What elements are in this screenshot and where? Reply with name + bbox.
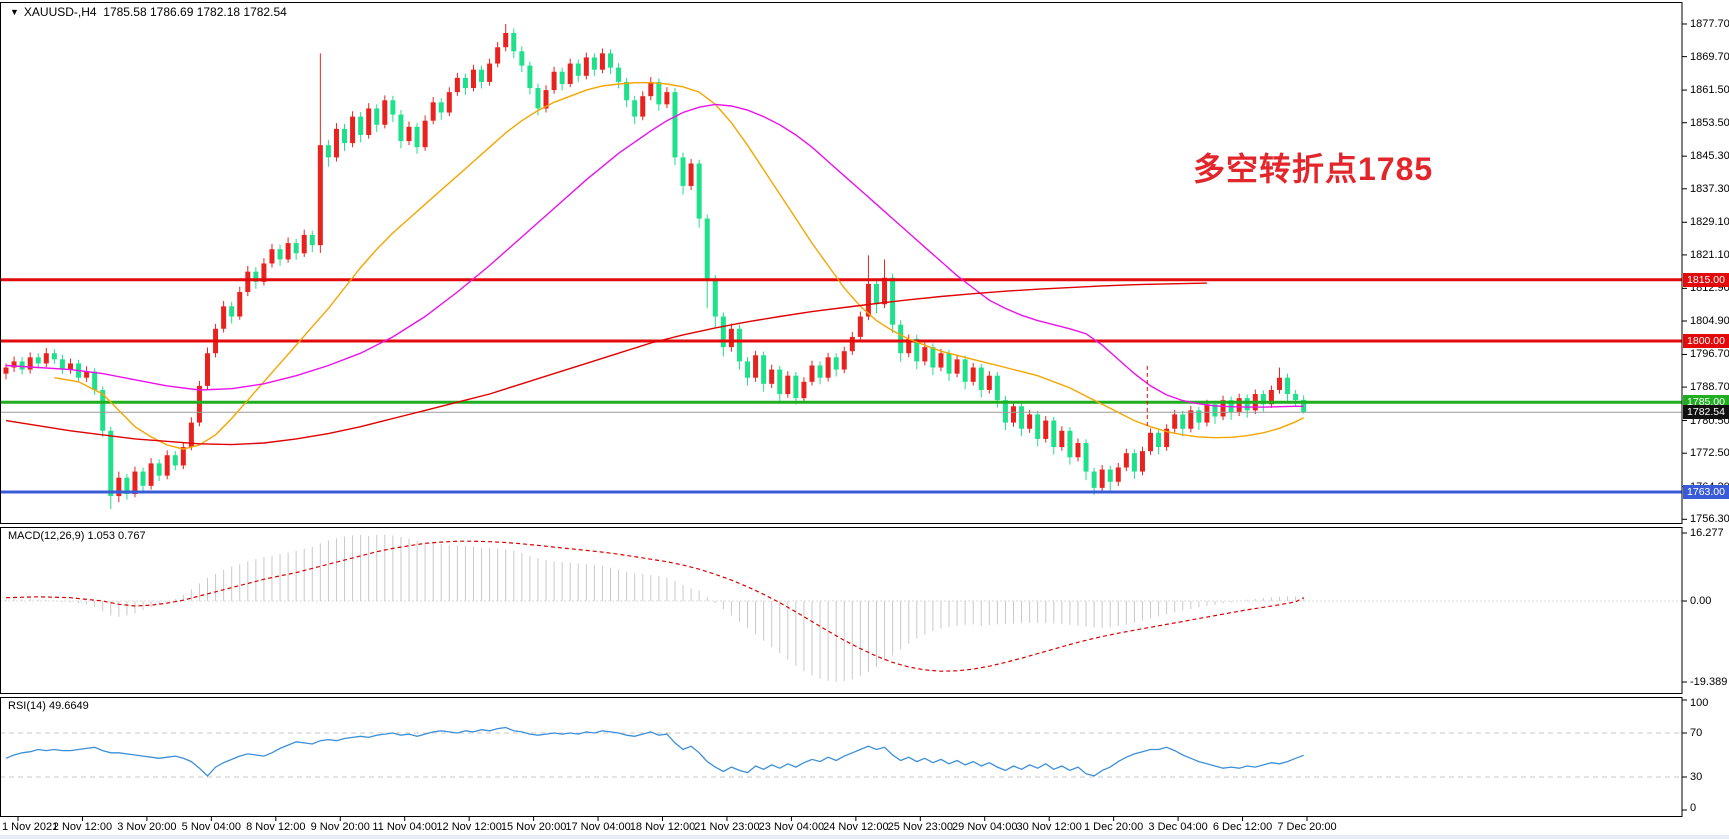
price-tick-label: 1804.90 xyxy=(1690,315,1729,327)
main-chart-panel[interactable] xyxy=(0,2,1682,523)
macd-tick-label: 0.00 xyxy=(1690,595,1712,607)
time-axis-label: 23 Nov 04:00 xyxy=(758,821,825,833)
time-axis-label: 21 Nov 23:00 xyxy=(694,821,760,833)
price-tick-label: 1853.50 xyxy=(1690,116,1729,129)
time-axis-label: 2 Nov 12:00 xyxy=(52,821,113,833)
price-tick-label: 1877.70 xyxy=(1690,17,1729,30)
rsi-tick-label: 100 xyxy=(1690,697,1709,709)
time-axis-label: 5 Nov 04:00 xyxy=(181,821,242,833)
chart-annotation: 多空转折点1785 xyxy=(1193,151,1434,187)
time-axis-label: 6 Dec 12:00 xyxy=(1212,821,1273,833)
time-axis-label: 12 Nov 12:00 xyxy=(436,821,502,833)
time-axis-label: 9 Nov 20:00 xyxy=(310,821,370,833)
time-axis-label: 3 Dec 04:00 xyxy=(1148,821,1208,833)
rsi-tick-label: 70 xyxy=(1690,727,1703,739)
price-tick-label: 1829.10 xyxy=(1690,216,1729,229)
price-tick-label: 1837.30 xyxy=(1690,182,1729,195)
time-axis-label: 1 Nov 2021 xyxy=(2,821,59,833)
macd-tick-label: 16.277 xyxy=(1690,527,1724,539)
price-level-badge: 1800.00 xyxy=(1683,334,1729,348)
rsi-panel[interactable] xyxy=(0,697,1682,816)
chart-collapse-icon[interactable]: ▼ xyxy=(10,7,19,17)
macd-panel[interactable] xyxy=(0,527,1682,693)
price-tick-label: 1756.30 xyxy=(1690,513,1729,526)
price-level-badge: 1763.00 xyxy=(1683,484,1729,499)
symbol-period-label: XAUUSD-,H4 xyxy=(23,5,97,19)
time-axis-label: 11 Nov 04:00 xyxy=(372,821,437,833)
price-tick-label: 1772.50 xyxy=(1690,447,1729,460)
price-level-badge: 1782.54 xyxy=(1683,405,1729,420)
ohlc-values: 1785.58 1786.69 1782.18 1782.54 xyxy=(103,5,287,19)
price-tick-label: 1788.70 xyxy=(1690,381,1729,394)
time-axis-label: 17 Nov 04:00 xyxy=(565,821,631,833)
rsi-indicator-label: RSI(14) 49.6649 xyxy=(8,700,89,712)
time-axis-label: 24 Nov 12:00 xyxy=(823,821,889,833)
price-tick-label: 1861.50 xyxy=(1690,84,1729,97)
time-axis-label: 8 Nov 12:00 xyxy=(246,821,306,833)
rsi-tick-label: 0 xyxy=(1690,802,1697,814)
price-tick-label: 1821.10 xyxy=(1690,248,1729,261)
time-axis-label: 1 Dec 20:00 xyxy=(1083,821,1144,833)
price-tick-label: 1796.70 xyxy=(1690,348,1729,361)
macd-tick-label: -19.389 xyxy=(1690,676,1728,689)
rsi-tick-label: 30 xyxy=(1690,771,1703,783)
time-axis-label: 3 Nov 20:00 xyxy=(117,821,177,833)
price-level-badge: 1815.00 xyxy=(1683,272,1729,287)
price-tick-label: 1869.70 xyxy=(1690,50,1729,63)
macd-indicator-label: MACD(12,26,9) 1.053 0.767 xyxy=(8,530,146,542)
time-axis-label: 15 Nov 20:00 xyxy=(500,821,567,833)
price-tick-label: 1845.30 xyxy=(1690,150,1729,163)
time-axis-label: 30 Nov 12:00 xyxy=(1016,821,1082,833)
time-axis-label: 18 Nov 12:00 xyxy=(629,821,696,833)
time-axis-label: 25 Nov 23:00 xyxy=(887,821,954,833)
time-axis-label: 7 Dec 20:00 xyxy=(1277,821,1337,833)
bottom-strip xyxy=(0,835,1729,839)
time-axis-label: 29 Nov 04:00 xyxy=(952,821,1018,833)
chart-title: ▼ XAUUSD-,H4 1785.58 1786.69 1782.18 1782… xyxy=(10,5,287,19)
